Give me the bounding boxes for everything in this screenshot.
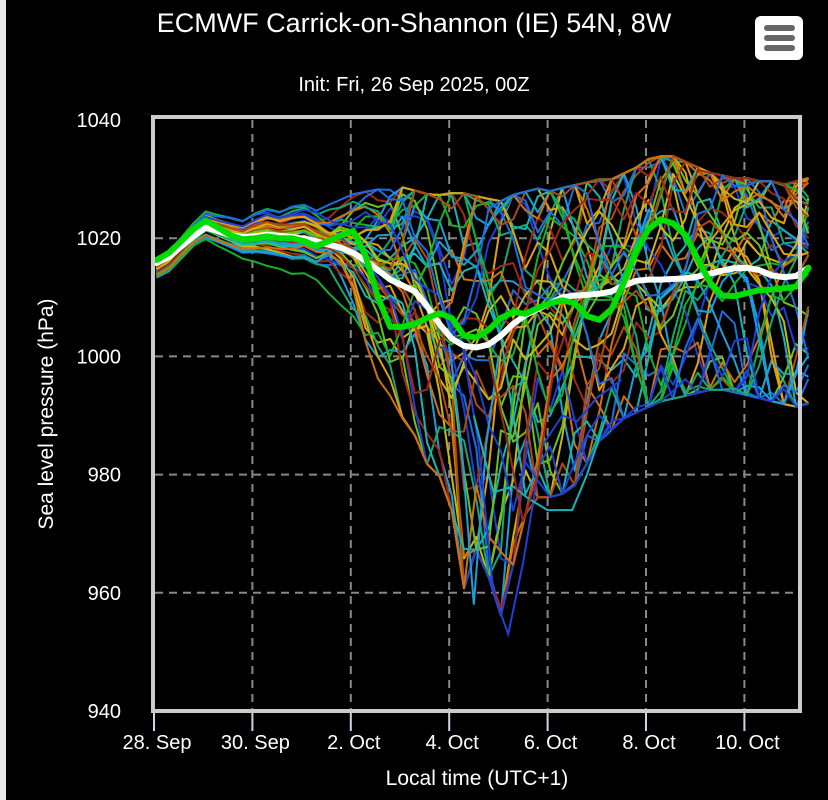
y-tick-label: 940 xyxy=(88,701,121,723)
y-tick-label: 1040 xyxy=(77,110,122,132)
ensemble-member-line xyxy=(155,155,809,269)
chart-subtitle: Init: Fri, 26 Sep 2025, 00Z xyxy=(298,74,530,96)
y-axis-title: Sea level pressure (hPa) xyxy=(35,298,58,529)
x-axis: 28. Sep 30. Sep 2. Oct 4. Oct 6. Oct 8. Oct 10… xyxy=(123,713,780,754)
chart-menu-button[interactable] xyxy=(755,16,803,60)
y-axis: 940 960 980 1000 1020 1040 xyxy=(77,110,122,723)
ensemble-member-line xyxy=(487,344,559,523)
x-tick-label: 2. Oct xyxy=(327,732,381,754)
x-tick-label: 10. Oct xyxy=(715,732,780,754)
y-tick-label: 1020 xyxy=(77,228,122,250)
ensemble-member-line xyxy=(156,155,810,590)
chart-title: ECMWF Carrick-on-Shannon (IE) 54N, 8W xyxy=(156,8,672,38)
ensemble-member-line xyxy=(155,219,810,499)
ensemble-members xyxy=(155,155,810,638)
x-tick-label: 8. Oct xyxy=(622,732,676,754)
y-tick-label: 960 xyxy=(88,583,121,605)
y-tick-label: 1000 xyxy=(77,346,122,368)
x-tick-label: 30. Sep xyxy=(221,732,290,754)
x-tick-label: 28. Sep xyxy=(123,732,192,754)
ensemble-member-line xyxy=(155,208,809,512)
x-tick-label: 6. Oct xyxy=(524,732,578,754)
ensemble-member-line xyxy=(448,344,500,605)
x-tick-label: 4. Oct xyxy=(426,732,480,754)
plot-border xyxy=(151,115,802,713)
y-tick-label: 980 xyxy=(88,465,121,487)
highlight-series xyxy=(153,216,812,351)
ensemble-member-line xyxy=(155,176,809,408)
ensemble-member-line xyxy=(460,338,622,638)
ensemble-member-line xyxy=(155,174,810,337)
control-run-line xyxy=(153,216,812,341)
x-axis-title: Local time (UTC+1) xyxy=(386,767,569,790)
ensemble-member-line xyxy=(472,415,608,512)
ensemble-member-line xyxy=(155,177,809,408)
